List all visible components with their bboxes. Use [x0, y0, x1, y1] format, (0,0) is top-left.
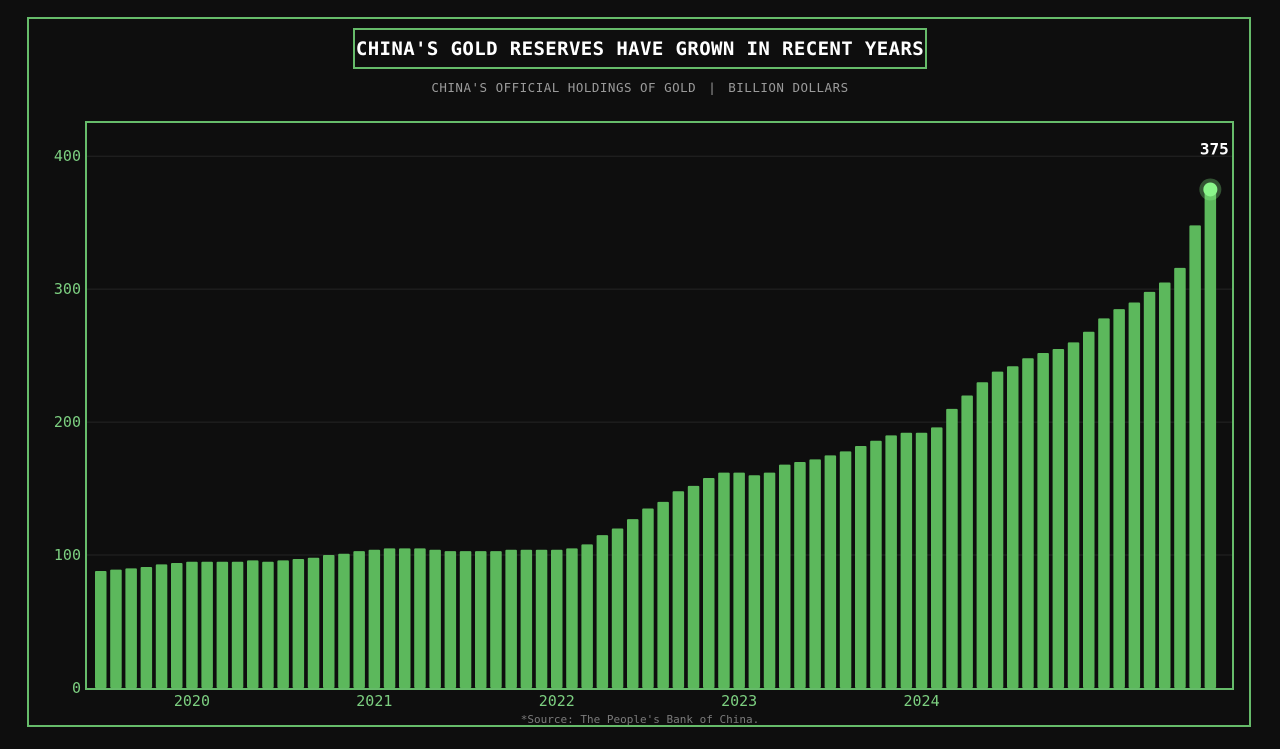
bar: [611, 528, 624, 688]
bar: [247, 560, 259, 688]
bar: [475, 551, 487, 688]
bar: [900, 432, 913, 688]
bar: [672, 491, 685, 688]
y-tick-label: 0: [72, 679, 81, 697]
subtitle-separator: |: [708, 80, 717, 95]
bar: [596, 535, 609, 688]
y-tick-label: 400: [54, 147, 81, 165]
bar: [292, 559, 305, 688]
bar: [186, 561, 198, 688]
y-tick-label: 300: [54, 280, 81, 298]
bar: [961, 395, 973, 688]
bar: [976, 382, 989, 688]
bar: [931, 427, 943, 688]
bar: [748, 475, 761, 688]
x-tick-label: 2024: [903, 692, 939, 710]
outer-frame: [27, 17, 1251, 727]
bar: [1189, 225, 1201, 689]
bar: [627, 519, 639, 688]
bar: [201, 561, 213, 688]
bar: [1113, 309, 1125, 688]
bar: [566, 548, 578, 688]
bar: [353, 551, 365, 688]
source-note: *Source: The People's Bank of China.: [520, 713, 760, 726]
bar: [1098, 318, 1110, 688]
bar: [991, 371, 1004, 688]
bar: [779, 464, 791, 688]
bar: [140, 567, 153, 688]
chart-title: CHINA'S GOLD RESERVES HAVE GROWN IN RECE…: [353, 28, 927, 69]
bar: [1052, 349, 1065, 688]
bar: [824, 455, 837, 688]
bar: [839, 451, 852, 688]
subtitle-right: BILLION DOLLARS: [728, 80, 849, 95]
bar: [383, 548, 396, 688]
bar: [1083, 331, 1095, 688]
bar: [885, 435, 897, 688]
bar: [1037, 352, 1049, 688]
bar: [687, 485, 700, 688]
bar: [444, 551, 457, 688]
subtitle-left: CHINA'S OFFICIAL HOLDINGS OF GOLD: [431, 80, 697, 95]
bar: [1159, 282, 1171, 688]
bar: [368, 549, 381, 688]
bar: [414, 548, 426, 688]
bar: [125, 568, 137, 688]
y-tick-label: 100: [54, 546, 81, 564]
bar: [338, 553, 350, 688]
bar: [657, 501, 669, 688]
bar: [520, 549, 533, 688]
bar: [946, 408, 958, 688]
bar: [1204, 189, 1217, 688]
bar: [110, 569, 122, 688]
bar: [231, 561, 244, 688]
bar: [794, 462, 806, 688]
bar: [459, 551, 472, 688]
bar: [809, 459, 821, 688]
bar: [1143, 291, 1156, 688]
bar: [155, 564, 168, 688]
x-tick-label: 2021: [356, 692, 392, 710]
bar: [855, 446, 867, 688]
bar: [1007, 366, 1019, 688]
x-tick-label: 2022: [539, 692, 575, 710]
bar: [490, 551, 502, 688]
bar: [915, 432, 928, 688]
bar: [323, 555, 335, 688]
bar: [1128, 302, 1141, 688]
bar: [1174, 267, 1186, 688]
bar: [581, 544, 593, 688]
bar: [171, 563, 183, 688]
bar: [535, 549, 548, 688]
highlight-label: 375: [1200, 139, 1229, 158]
chart-subtitle: CHINA'S OFFICIAL HOLDINGS OF GOLD | BILLIO…: [0, 80, 1280, 95]
bar: [870, 440, 882, 688]
bar: [277, 560, 289, 688]
bar: [703, 477, 715, 688]
y-tick-label: 200: [54, 413, 81, 431]
bar: [399, 548, 411, 688]
x-tick-label: 2020: [174, 692, 210, 710]
bar: [642, 508, 654, 688]
bar: [307, 557, 320, 688]
bar: [551, 549, 563, 688]
x-tick-label: 2023: [721, 692, 757, 710]
bar: [505, 549, 517, 688]
bar: [733, 472, 745, 688]
bar: [95, 571, 107, 688]
bar: [262, 561, 274, 688]
bar: [763, 472, 776, 688]
plot-border: [85, 121, 1234, 690]
bar: [1067, 342, 1080, 688]
bar: [216, 561, 229, 688]
bar: [1022, 358, 1034, 688]
bar: [429, 549, 441, 688]
bar: [718, 472, 730, 688]
highlight-dot: [1203, 182, 1218, 197]
